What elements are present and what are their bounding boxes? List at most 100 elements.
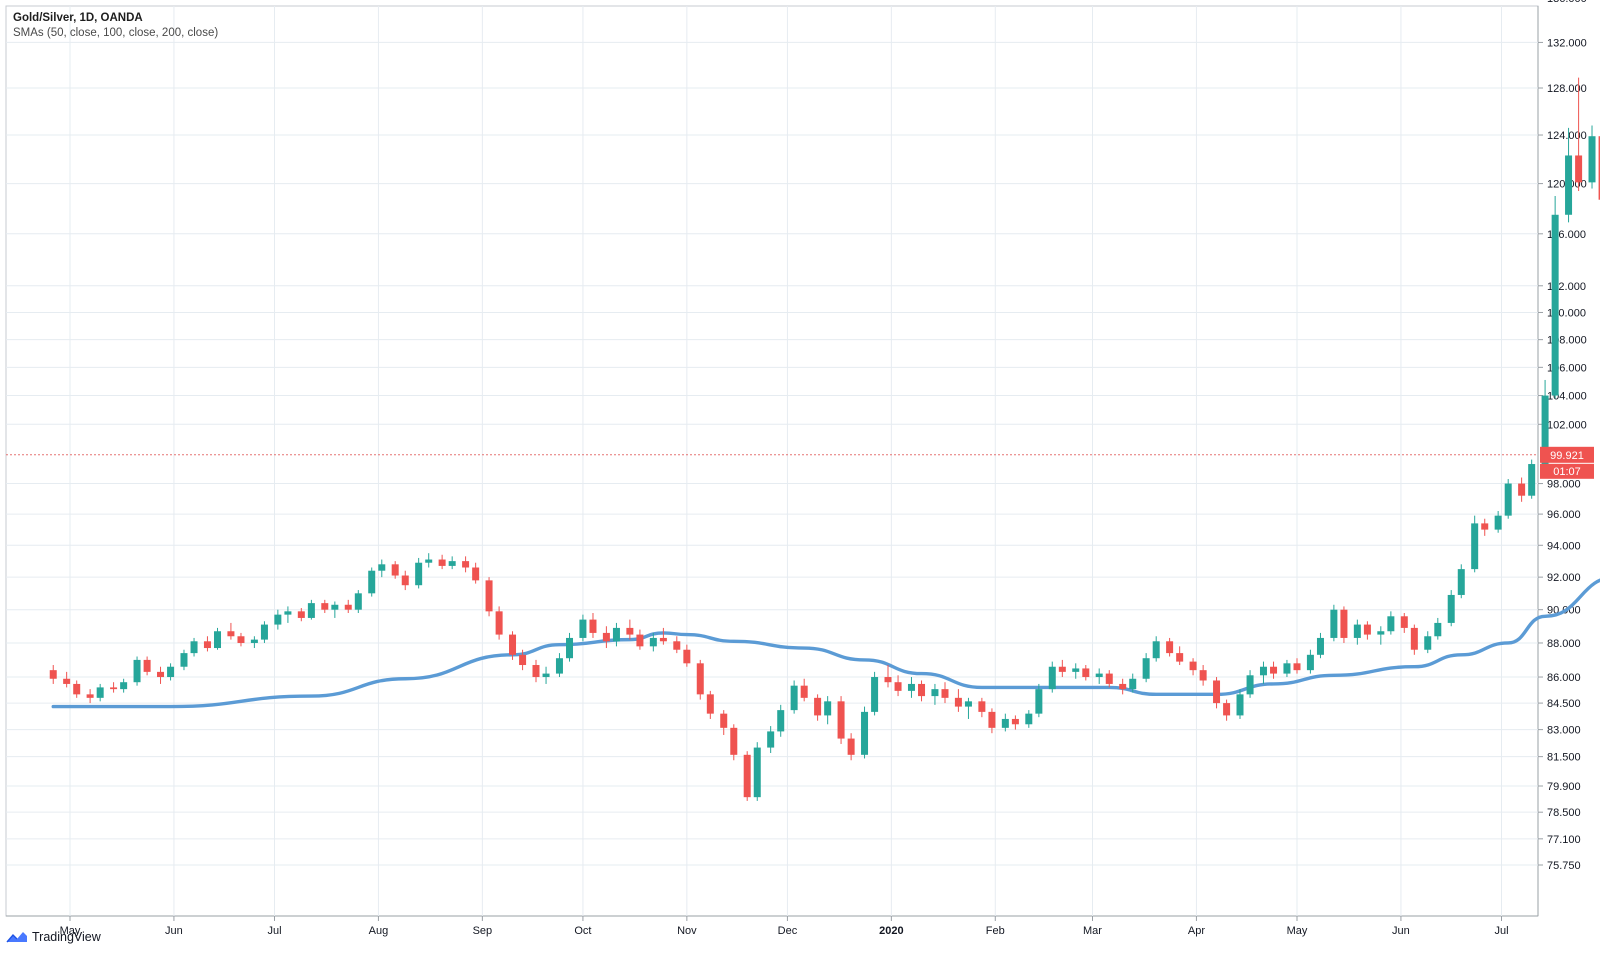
- candle[interactable]: [1377, 626, 1385, 645]
- candle-body[interactable]: [133, 659, 141, 683]
- candle-body[interactable]: [1400, 616, 1408, 628]
- candle-body[interactable]: [589, 619, 597, 633]
- candle[interactable]: [1481, 518, 1489, 536]
- candle-body[interactable]: [532, 665, 540, 678]
- candle[interactable]: [1471, 515, 1479, 573]
- candle-body[interactable]: [683, 649, 691, 664]
- candle[interactable]: [1551, 195, 1559, 399]
- candle[interactable]: [344, 599, 352, 613]
- candle-body[interactable]: [1213, 680, 1221, 704]
- candle-body[interactable]: [767, 731, 775, 748]
- candle-body[interactable]: [237, 636, 245, 643]
- candle-body[interactable]: [1471, 523, 1479, 570]
- candle-body[interactable]: [519, 654, 527, 666]
- candle[interactable]: [1001, 713, 1009, 732]
- candle[interactable]: [954, 689, 962, 712]
- candle[interactable]: [542, 666, 550, 684]
- candle-body[interactable]: [1246, 675, 1254, 695]
- candle[interactable]: [800, 678, 808, 702]
- candle[interactable]: [86, 689, 94, 704]
- candle-body[interactable]: [1306, 654, 1314, 671]
- candle-body[interactable]: [743, 754, 751, 798]
- candle-body[interactable]: [1001, 718, 1009, 728]
- indicator-legend[interactable]: SMAs (50, close, 100, close, 200, close): [13, 27, 219, 39]
- candle[interactable]: [1353, 619, 1361, 645]
- candle[interactable]: [1259, 661, 1267, 684]
- candle-body[interactable]: [847, 738, 855, 755]
- candle-body[interactable]: [110, 687, 118, 690]
- candle[interactable]: [673, 636, 681, 654]
- candle-body[interactable]: [401, 575, 409, 586]
- candle-body[interactable]: [1293, 663, 1301, 671]
- candle-body[interactable]: [1199, 670, 1207, 681]
- tradingview-brand[interactable]: TradingView: [6, 930, 101, 944]
- candle-body[interactable]: [636, 634, 644, 647]
- candle[interactable]: [1434, 617, 1442, 640]
- candle[interactable]: [790, 680, 798, 714]
- candle[interactable]: [1340, 606, 1348, 643]
- candle-body[interactable]: [227, 631, 235, 637]
- candle-body[interactable]: [706, 694, 714, 714]
- candle[interactable]: [1457, 564, 1465, 599]
- candle[interactable]: [391, 561, 399, 579]
- candle[interactable]: [931, 683, 939, 705]
- candle-body[interactable]: [495, 611, 503, 635]
- candle[interactable]: [1270, 661, 1278, 679]
- candle[interactable]: [696, 659, 704, 700]
- candle-body[interactable]: [1387, 616, 1395, 632]
- candle-body[interactable]: [1236, 694, 1244, 716]
- candle-body[interactable]: [120, 682, 128, 690]
- candle-body[interactable]: [1504, 483, 1512, 516]
- candle-body[interactable]: [1447, 594, 1455, 623]
- candle-body[interactable]: [659, 637, 667, 642]
- candle[interactable]: [730, 724, 738, 761]
- candle-body[interactable]: [579, 619, 587, 638]
- candle-body[interactable]: [837, 701, 845, 739]
- candle[interactable]: [214, 627, 222, 650]
- candle[interactable]: [555, 653, 563, 678]
- candle-body[interactable]: [96, 687, 104, 698]
- candle-body[interactable]: [485, 580, 493, 612]
- candle[interactable]: [1189, 658, 1197, 676]
- candle-body[interactable]: [1363, 624, 1371, 635]
- candle-body[interactable]: [1105, 673, 1113, 684]
- candle[interactable]: [274, 609, 282, 630]
- candle-body[interactable]: [884, 677, 892, 683]
- candle-body[interactable]: [284, 611, 292, 615]
- candle[interactable]: [1105, 670, 1113, 688]
- candle[interactable]: [250, 636, 258, 649]
- candle-body[interactable]: [894, 682, 902, 691]
- candle-body[interactable]: [1035, 689, 1043, 714]
- candle[interactable]: [824, 696, 832, 725]
- candle-body[interactable]: [331, 604, 339, 610]
- candle-body[interactable]: [462, 561, 470, 568]
- candle-body[interactable]: [1119, 683, 1127, 690]
- candle-body[interactable]: [777, 710, 785, 732]
- candle-body[interactable]: [555, 658, 563, 674]
- candle-body[interactable]: [988, 711, 996, 728]
- candle[interactable]: [1176, 646, 1184, 666]
- candle-body[interactable]: [1528, 464, 1536, 496]
- candle-body[interactable]: [1025, 713, 1033, 725]
- candle-body[interactable]: [861, 711, 869, 755]
- candle[interactable]: [180, 649, 188, 671]
- candle[interactable]: [472, 562, 480, 584]
- candle[interactable]: [133, 656, 141, 686]
- candle-body[interactable]: [1166, 641, 1174, 654]
- candle-body[interactable]: [1575, 155, 1583, 183]
- candle[interactable]: [837, 696, 845, 744]
- candle[interactable]: [1504, 479, 1512, 519]
- candle-body[interactable]: [1598, 136, 1600, 200]
- candle-body[interactable]: [612, 627, 620, 642]
- candle[interactable]: [425, 553, 433, 568]
- candle[interactable]: [706, 690, 714, 719]
- candle-body[interactable]: [190, 641, 198, 654]
- candle[interactable]: [331, 601, 339, 618]
- candle-body[interactable]: [307, 603, 315, 618]
- candle[interactable]: [63, 671, 71, 688]
- candle-body[interactable]: [1058, 666, 1066, 672]
- candle-body[interactable]: [1565, 155, 1573, 215]
- candle-body[interactable]: [1316, 637, 1324, 655]
- candle-body[interactable]: [978, 701, 986, 712]
